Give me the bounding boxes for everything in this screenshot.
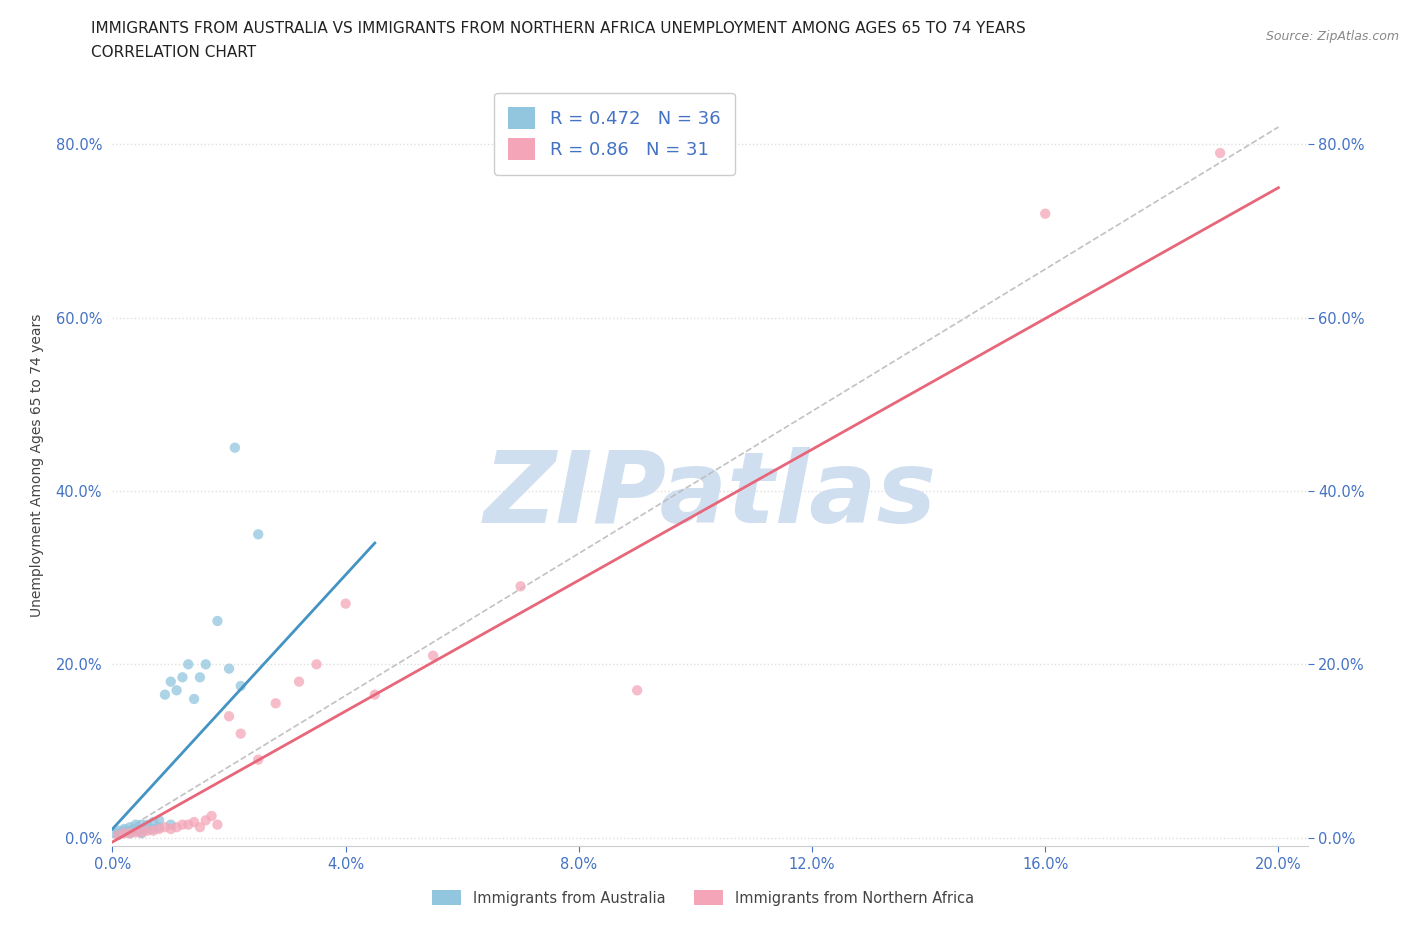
- Point: [335, 596, 357, 611]
- Point: [264, 696, 287, 711]
- Point: [125, 817, 148, 832]
- Point: [166, 683, 188, 698]
- Point: [166, 820, 188, 835]
- Point: [125, 821, 148, 836]
- Point: [148, 813, 170, 828]
- Point: [159, 817, 181, 832]
- Point: [177, 817, 200, 832]
- Point: [218, 709, 240, 724]
- Point: [112, 821, 135, 836]
- Text: IMMIGRANTS FROM AUSTRALIA VS IMMIGRANTS FROM NORTHERN AFRICA UNEMPLOYMENT AMONG : IMMIGRANTS FROM AUSTRALIA VS IMMIGRANTS …: [91, 21, 1026, 36]
- Point: [305, 657, 328, 671]
- Point: [131, 825, 153, 840]
- Point: [247, 527, 270, 542]
- Point: [194, 657, 217, 671]
- Text: Source: ZipAtlas.com: Source: ZipAtlas.com: [1265, 30, 1399, 43]
- Point: [1033, 206, 1056, 221]
- Point: [118, 820, 141, 835]
- Point: [1209, 146, 1232, 161]
- Point: [131, 821, 153, 836]
- Point: [118, 823, 141, 838]
- Point: [188, 670, 211, 684]
- Point: [183, 815, 205, 830]
- Point: [229, 679, 252, 694]
- Point: [118, 826, 141, 841]
- Point: [364, 687, 387, 702]
- Point: [142, 823, 165, 838]
- Point: [125, 823, 148, 838]
- Point: [110, 826, 132, 841]
- Point: [118, 826, 141, 841]
- Point: [131, 817, 153, 832]
- Point: [153, 820, 176, 835]
- Point: [148, 820, 170, 835]
- Point: [247, 752, 270, 767]
- Point: [159, 821, 181, 836]
- Point: [112, 826, 135, 841]
- Point: [509, 578, 531, 593]
- Point: [194, 813, 217, 828]
- Point: [112, 825, 135, 840]
- Point: [422, 648, 444, 663]
- Point: [136, 817, 159, 832]
- Point: [153, 687, 176, 702]
- Point: [142, 821, 165, 836]
- Point: [218, 661, 240, 676]
- Legend: Immigrants from Australia, Immigrants from Northern Africa: Immigrants from Australia, Immigrants fr…: [426, 884, 980, 911]
- Point: [136, 823, 159, 838]
- Point: [224, 440, 246, 455]
- Point: [288, 674, 311, 689]
- Legend: R = 0.472   N = 36, R = 0.86   N = 31: R = 0.472 N = 36, R = 0.86 N = 31: [494, 93, 735, 175]
- Point: [229, 726, 252, 741]
- Point: [142, 815, 165, 830]
- Point: [136, 821, 159, 836]
- Y-axis label: Unemployment Among Ages 65 to 74 years: Unemployment Among Ages 65 to 74 years: [31, 313, 45, 617]
- Point: [107, 826, 129, 841]
- Point: [200, 808, 222, 823]
- Point: [159, 674, 181, 689]
- Point: [107, 828, 129, 843]
- Text: CORRELATION CHART: CORRELATION CHART: [91, 45, 256, 60]
- Point: [207, 817, 229, 832]
- Point: [177, 657, 200, 671]
- Point: [104, 826, 127, 841]
- Point: [112, 823, 135, 838]
- Point: [125, 825, 148, 840]
- Text: ZIPatlas: ZIPatlas: [484, 447, 936, 544]
- Point: [183, 692, 205, 707]
- Point: [107, 823, 129, 838]
- Point: [626, 683, 648, 698]
- Point: [131, 826, 153, 841]
- Point: [188, 820, 211, 835]
- Point: [172, 670, 194, 684]
- Point: [148, 821, 170, 836]
- Point: [172, 817, 194, 832]
- Point: [207, 614, 229, 629]
